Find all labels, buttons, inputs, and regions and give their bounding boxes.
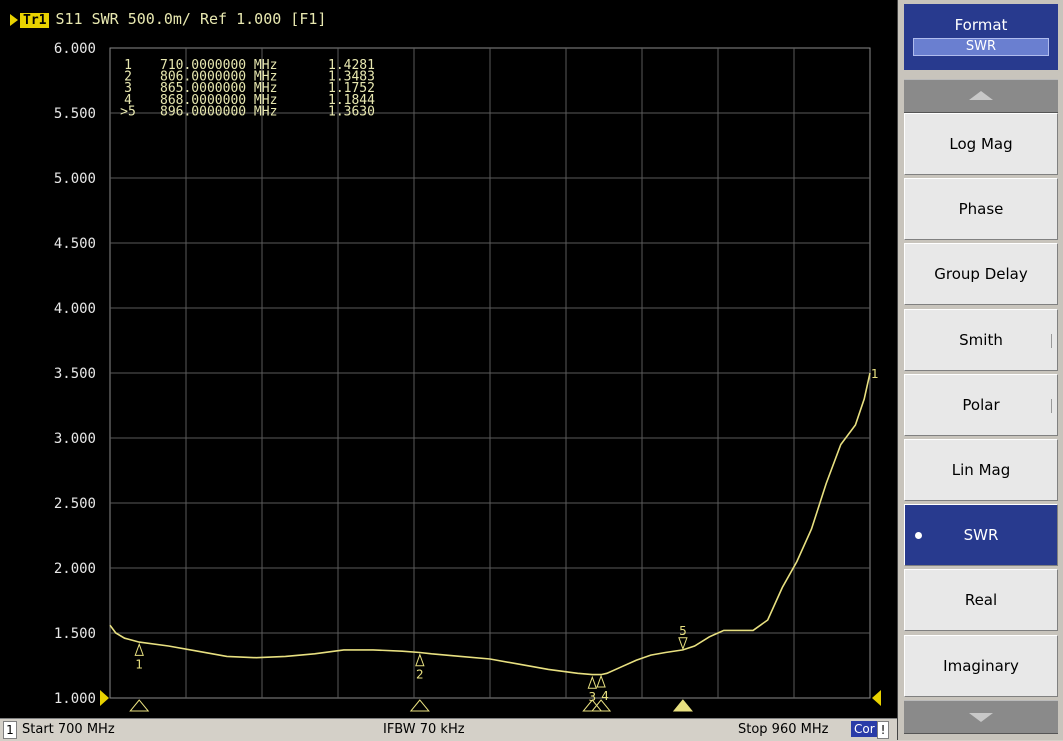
y-tick-label: 4.000 (54, 301, 96, 317)
softkey-smith[interactable]: Smith (904, 308, 1058, 371)
marker-id: >5 (120, 104, 136, 119)
marker-position-icon (409, 699, 430, 712)
softkey-label: Real (964, 591, 998, 610)
channel-indicator[interactable]: 1 (3, 721, 17, 739)
marker-label: 1 (135, 657, 143, 671)
stop-frequency[interactable]: Stop 960 MHz (738, 722, 829, 737)
y-tick-label: 1.500 (54, 626, 96, 642)
marker-frequency: 896.0000000 MHz (160, 104, 277, 119)
marker-triangle-icon (415, 653, 425, 667)
marker-value: 1.3630 (328, 104, 375, 119)
y-tick-label: 2.000 (54, 561, 96, 577)
trace-ref: Ref 1.000 (199, 10, 282, 28)
softkey-real[interactable]: Real (904, 569, 1058, 632)
marker-label: 4 (601, 689, 609, 703)
marker-position-icon (129, 699, 150, 712)
trace-end-label: 1 (871, 367, 879, 381)
softkey-label: Phase (958, 200, 1004, 219)
y-tick-label: 5.000 (54, 171, 96, 187)
if-bandwidth[interactable]: IFBW 70 kHz (383, 722, 465, 737)
swr-trace (109, 372, 871, 676)
marker-label: 3 (588, 690, 596, 704)
marker-position-icon (591, 699, 612, 712)
status-bar: 1 Start 700 MHz IFBW 70 kHz Stop 960 MHz… (0, 718, 897, 741)
ref-pointer-right-icon (872, 690, 881, 706)
marker-frequency: 868.0000000 MHz (160, 93, 277, 108)
marker-triangle-icon (134, 642, 144, 656)
marker-triangle-icon (678, 637, 688, 651)
y-tick-label: 5.500 (54, 106, 96, 122)
softkey-swr[interactable]: SWR (904, 504, 1058, 567)
submenu-indicator-icon (1051, 398, 1055, 413)
triangle-up-icon (969, 91, 993, 100)
marker-value: 1.1844 (328, 93, 375, 108)
marker-value: 1.1752 (328, 81, 375, 96)
softkey-label: SWR (963, 526, 999, 545)
y-tick-label: 3.500 (54, 366, 96, 382)
swr-plot[interactable]: 6.000 5.500 5.000 4.500 4.000 3.500 3.000 2.500… (0, 0, 897, 718)
softkey-log-mag[interactable]: Log Mag (904, 113, 1058, 175)
start-frequency[interactable]: Start 700 MHz (22, 722, 115, 737)
triangle-down-icon (969, 713, 993, 722)
marker-value: 1.3483 (328, 70, 375, 85)
trace-header[interactable]: Tr1 S11 SWR 500.0m/ Ref 1.000 [F1] (10, 9, 326, 29)
marker-triangle-icon (587, 675, 598, 689)
trace-format: SWR (91, 10, 119, 28)
submenu-indicator-icon (1051, 333, 1055, 348)
trace-scale: 500.0m/ (127, 10, 191, 28)
y-tick-label: 4.500 (54, 236, 96, 252)
trace-badge[interactable]: Tr1 (20, 13, 50, 28)
menu-title: Format SWR (904, 4, 1058, 70)
softkey-imaginary[interactable]: Imaginary (904, 634, 1058, 697)
warning-indicator: ! (877, 721, 889, 739)
marker-frequency: 865.0000000 MHz (160, 81, 277, 96)
y-tick-label: 6.000 (54, 41, 96, 57)
marker-id: 3 (124, 81, 132, 96)
marker-value: 1.4281 (328, 58, 375, 73)
menu-current-value: SWR (913, 38, 1049, 56)
softkey-label: Lin Mag (951, 461, 1011, 479)
softkey-polar[interactable]: Polar (904, 373, 1058, 436)
softkey-lin-mag[interactable]: Lin Mag (904, 439, 1058, 501)
marker-position-icon (672, 699, 693, 712)
marker-frequency: 710.0000000 MHz (160, 58, 277, 73)
marker-frequency: 806.0000000 MHz (160, 70, 277, 85)
analyzer-display: 6.000 5.500 5.000 4.500 4.000 3.500 3.000 2.500… (0, 0, 898, 741)
selected-radio-icon (915, 532, 922, 540)
marker-label: 5 (679, 624, 687, 638)
softkey-phase[interactable]: Phase (904, 178, 1058, 241)
softkey-label: Log Mag (949, 135, 1013, 153)
softkey-label: Imaginary (943, 656, 1019, 675)
trace-param: S11 (55, 10, 83, 28)
marker-id: 2 (124, 70, 132, 85)
marker-id: 4 (124, 93, 132, 108)
marker-id: 1 (124, 58, 132, 73)
menu-title-label: Format (954, 16, 1008, 34)
marker-triangle-icon (596, 674, 606, 688)
active-trace-pointer-icon (10, 13, 18, 26)
trace-function: [F1] (290, 10, 327, 28)
softkey-label: Polar (962, 395, 1000, 414)
softkey-panel: Format SWR Log Mag Phase Group Delay Smith P… (898, 0, 1063, 740)
softkey-group-delay[interactable]: Group Delay (904, 243, 1058, 306)
y-tick-label: 1.000 (54, 691, 96, 707)
y-tick-label: 3.000 (54, 431, 96, 447)
ref-pointer-left-icon (100, 690, 109, 706)
marker-label: 2 (416, 668, 424, 682)
y-tick-label: 2.500 (54, 496, 96, 512)
scroll-up-button[interactable] (904, 79, 1058, 113)
softkey-label: Group Delay (934, 265, 1028, 284)
softkey-label: Smith (959, 330, 1003, 349)
scroll-down-button[interactable] (904, 700, 1058, 734)
correction-badge[interactable]: Cor (851, 721, 878, 737)
